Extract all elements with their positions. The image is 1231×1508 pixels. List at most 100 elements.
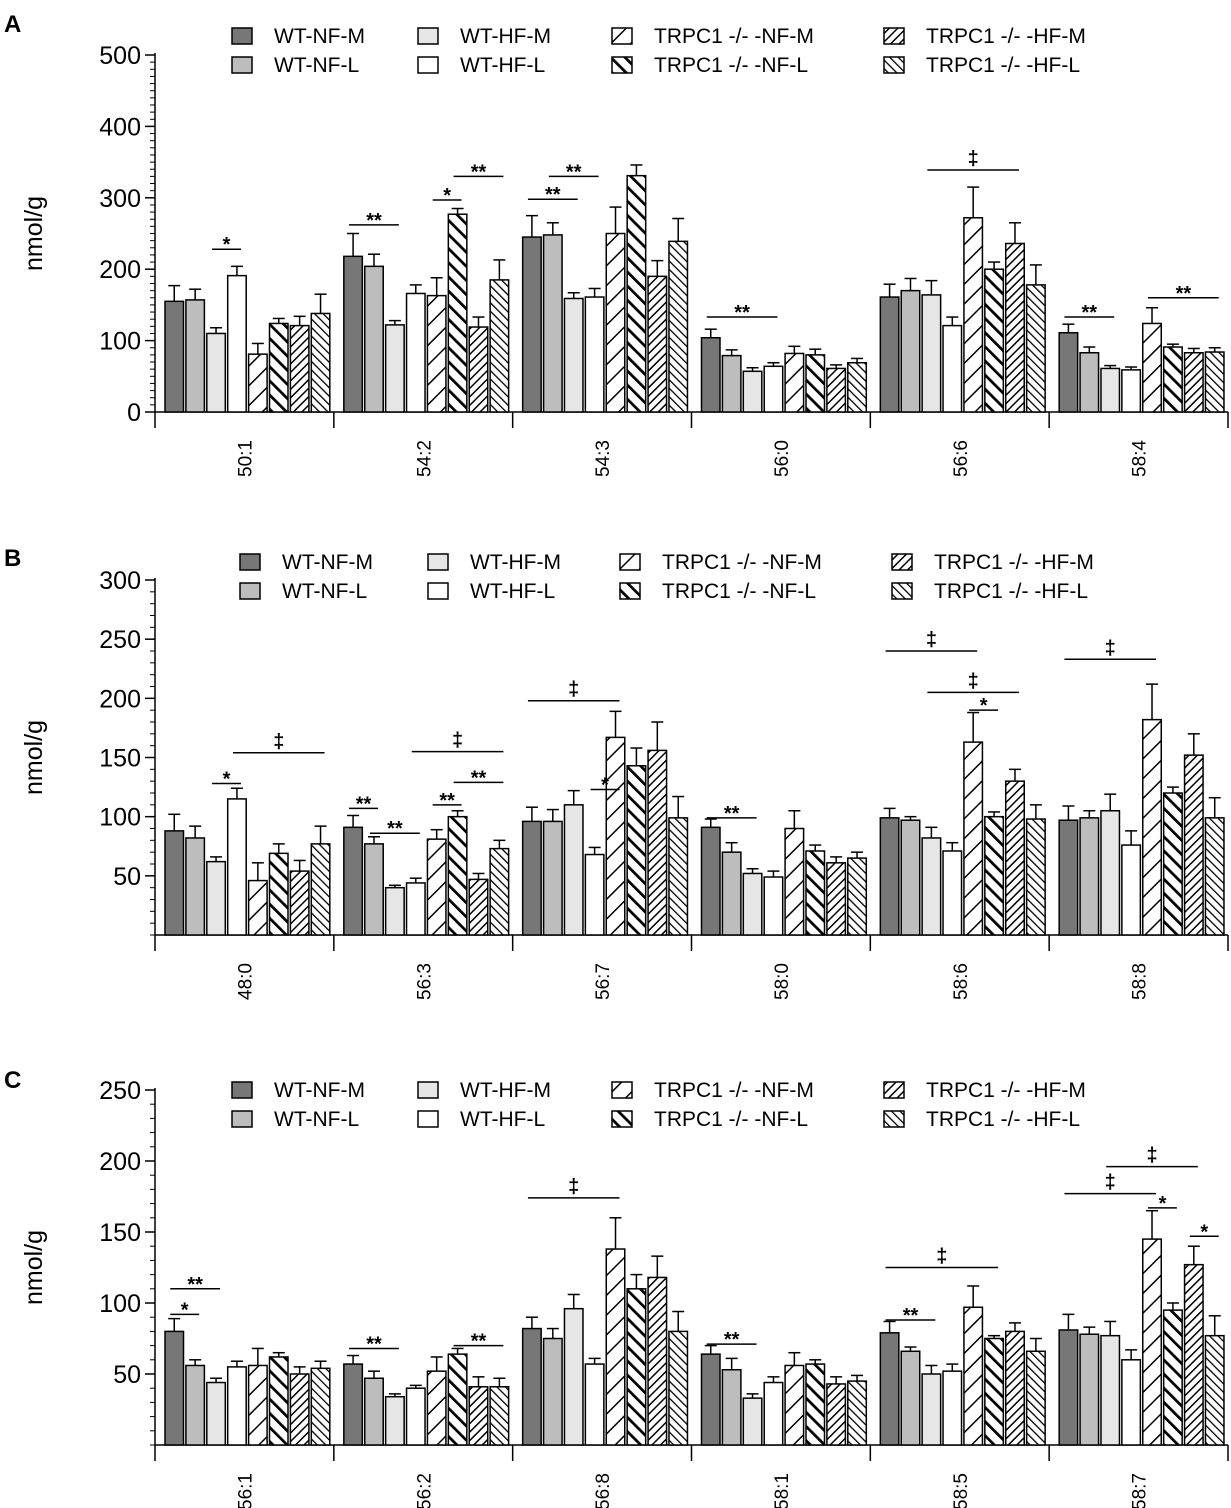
significance-marker: ‡	[568, 679, 579, 701]
bar	[343, 1363, 364, 1446]
bar	[521, 236, 542, 413]
significance-marker: **	[187, 1274, 203, 1296]
significance-marker: **	[471, 767, 487, 789]
bar	[805, 1363, 826, 1446]
significance-marker: ‡	[936, 1246, 947, 1268]
significance-marker: **	[724, 1329, 740, 1351]
significance-marker: **	[545, 184, 561, 206]
bar	[963, 217, 984, 413]
legend-swatch	[883, 56, 905, 74]
y-tick-label: 100	[99, 804, 141, 832]
bar	[521, 1327, 542, 1446]
legend-label: TRPC1 -/- -HF-L	[926, 54, 1080, 77]
significance-marker: *	[980, 695, 988, 717]
significance-marker: ‡	[968, 148, 979, 170]
x-category-label: 56:6	[951, 440, 972, 477]
bar	[1162, 1309, 1183, 1446]
bar	[426, 1370, 447, 1446]
significance-marker: ‡	[1146, 1145, 1157, 1167]
legend-label: TRPC1 -/- -HF-L	[934, 580, 1088, 603]
bar	[468, 1386, 489, 1446]
bar	[384, 324, 405, 413]
legend-label: WT-NF-L	[282, 580, 367, 603]
y-tick-label: 100	[99, 1290, 141, 1318]
bar	[1058, 819, 1079, 936]
bar	[268, 322, 289, 413]
bar	[1058, 1329, 1079, 1446]
significance-marker: **	[356, 793, 372, 815]
bar	[447, 815, 468, 936]
legend-label: TRPC1 -/- -NF-M	[662, 551, 822, 574]
bar	[605, 1248, 626, 1446]
bar	[826, 862, 847, 936]
bar	[343, 255, 364, 413]
bar	[668, 240, 689, 413]
x-category-label: 56:3	[414, 963, 435, 1000]
bar	[489, 1386, 510, 1446]
bar	[700, 336, 721, 413]
bar	[289, 870, 310, 936]
bar	[984, 815, 1005, 936]
bar	[363, 265, 384, 413]
bar	[542, 234, 563, 413]
bar	[447, 213, 468, 413]
legend-swatch	[891, 582, 913, 600]
bar	[489, 847, 510, 936]
bar	[1204, 1334, 1225, 1446]
legend-swatch	[611, 1110, 633, 1128]
y-tick-label: 0	[127, 399, 141, 427]
bar	[185, 299, 206, 413]
y-tick-label: 300	[99, 185, 141, 213]
y-tick-label: 50	[113, 1361, 141, 1389]
legend-swatch	[427, 582, 449, 600]
bar	[542, 1337, 563, 1446]
bar	[1121, 844, 1142, 936]
significance-marker: **	[439, 790, 455, 812]
significance-marker: **	[1176, 283, 1192, 305]
bar	[647, 275, 668, 413]
bar	[668, 817, 689, 936]
y-tick-label: 150	[99, 745, 141, 773]
legend-label: WT-HF-M	[460, 1079, 551, 1102]
legend-swatch	[231, 27, 253, 45]
legend-label: TRPC1 -/- -NF-L	[654, 54, 808, 77]
bar	[584, 296, 605, 413]
significance-marker: **	[471, 161, 487, 183]
legend-label: TRPC1 -/- -NF-M	[654, 25, 814, 48]
legend-label: WT-NF-M	[282, 551, 373, 574]
bar	[164, 300, 185, 413]
bar	[984, 1337, 1005, 1446]
bar	[784, 827, 805, 936]
legend-label: WT-HF-M	[460, 25, 551, 48]
bar	[1025, 284, 1046, 413]
bar	[742, 1397, 763, 1446]
bar	[647, 1276, 668, 1446]
y-tick-label: 500	[99, 42, 141, 70]
bar	[521, 820, 542, 936]
bar	[721, 354, 742, 413]
bar	[900, 819, 921, 936]
significance-marker: ‡	[926, 629, 937, 651]
bar	[900, 1350, 921, 1446]
legend-swatch	[883, 27, 905, 45]
bar	[784, 1364, 805, 1446]
x-category-label: 56:1	[235, 1473, 256, 1508]
significance-marker: ‡	[273, 731, 284, 753]
x-category-label: 58:1	[772, 1473, 793, 1508]
legend-swatch	[231, 56, 253, 74]
significance-marker: **	[366, 210, 382, 232]
significance-marker: **	[387, 818, 403, 840]
bar	[721, 1368, 742, 1446]
y-tick-label: 200	[99, 1148, 141, 1176]
x-category-label: 56:7	[593, 963, 614, 1000]
x-category-label: 56:8	[593, 1473, 614, 1508]
legend-label: TRPC1 -/- -NF-L	[662, 580, 816, 603]
panel-letter: B	[4, 545, 21, 572]
legend-label: TRPC1 -/- -HF-M	[926, 25, 1086, 48]
bar	[605, 232, 626, 413]
significance-marker: *	[443, 185, 451, 207]
bar	[363, 1377, 384, 1446]
bar	[1183, 1263, 1204, 1446]
bar	[1079, 1333, 1100, 1446]
